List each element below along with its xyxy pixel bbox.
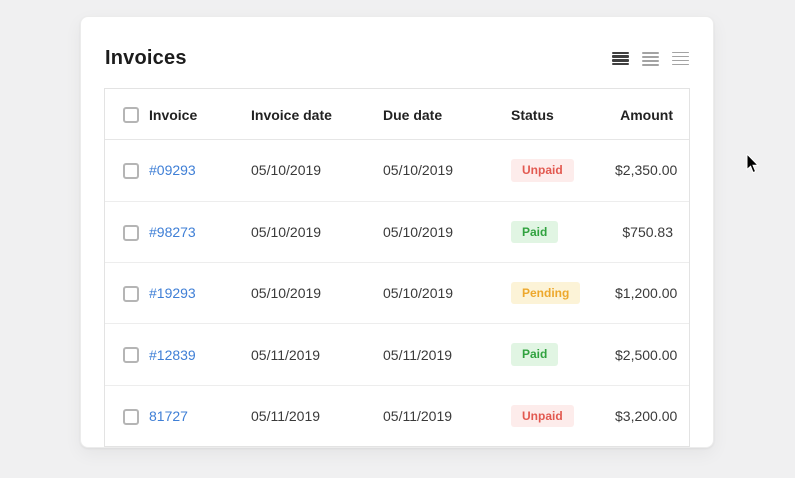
- status-badge: Unpaid: [511, 159, 574, 182]
- density-relaxed-button[interactable]: [672, 51, 689, 66]
- due-date-cell: 05/11/2019: [383, 323, 511, 386]
- invoice-link[interactable]: #09293: [149, 162, 196, 179]
- status-badge: Pending: [511, 282, 581, 305]
- invoice-date-cell: 05/10/2019: [251, 201, 383, 264]
- invoice-date-cell: 05/11/2019: [251, 408, 321, 425]
- invoices-card: Invoices: [80, 16, 714, 448]
- density-bar-icon: [642, 51, 659, 54]
- invoices-table: Invoice Invoice date Due date Status Amo…: [104, 88, 690, 448]
- table-row: #12839 05/11/2019 05/11/2019 Paid $2,500…: [105, 323, 689, 386]
- table-row: #19293 05/10/2019 05/10/2019 Pending $1,…: [105, 262, 689, 325]
- due-date-cell: 05/11/2019: [383, 408, 453, 425]
- density-bar-icon: [642, 63, 659, 66]
- status-badge: Unpaid: [511, 404, 574, 428]
- row-checkbox[interactable]: [123, 285, 139, 302]
- amount-cell: $2,350.00: [615, 139, 689, 202]
- amount-cell: $1,200.00: [615, 262, 689, 325]
- column-header-invoice-date: Invoice date: [251, 89, 383, 141]
- amount-cell: $750.83: [615, 201, 689, 264]
- table-row: #98273 05/10/2019 05/10/2019 Paid $750.8…: [105, 201, 689, 264]
- invoice-date-cell: 05/11/2019: [251, 323, 383, 386]
- page-title: Invoices: [105, 47, 187, 69]
- density-medium-button[interactable]: [642, 51, 659, 66]
- density-bar-icon: [612, 55, 629, 58]
- density-compact-button[interactable]: [612, 51, 629, 66]
- invoice-link[interactable]: 81727: [149, 408, 188, 425]
- density-bar-icon: [642, 59, 659, 62]
- density-bar-icon: [672, 51, 689, 54]
- row-checkbox[interactable]: [123, 224, 139, 241]
- table-header-row: Invoice Invoice date Due date Status Amo…: [105, 89, 689, 141]
- table-row: #09293 05/10/2019 05/10/2019 Unpaid $2,3…: [105, 139, 689, 202]
- density-bar-icon: [672, 55, 689, 58]
- amount-cell: $3,200.00: [615, 408, 678, 425]
- column-header-amount: Amount: [615, 89, 689, 141]
- invoice-date-cell: 05/10/2019: [251, 139, 383, 202]
- density-bar-icon: [672, 59, 689, 62]
- mouse-cursor-icon: [746, 154, 760, 174]
- select-all-checkbox[interactable]: [123, 107, 139, 124]
- column-header-status: Status: [511, 89, 615, 141]
- density-bar-icon: [612, 62, 629, 66]
- row-checkbox[interactable]: [123, 163, 139, 180]
- density-bar-icon: [612, 59, 629, 62]
- card-header: Invoices: [81, 17, 713, 88]
- density-toggle-group: [612, 51, 689, 66]
- invoice-link[interactable]: #12839: [149, 346, 196, 363]
- due-date-cell: 05/10/2019: [383, 262, 511, 325]
- density-bar-icon: [612, 51, 629, 55]
- table-row: 81727 05/11/2019 05/11/2019 Unpaid $3,20…: [105, 385, 689, 446]
- status-badge: Paid: [511, 343, 559, 366]
- due-date-cell: 05/10/2019: [383, 139, 511, 202]
- density-bar-icon: [642, 55, 659, 58]
- row-checkbox[interactable]: [123, 347, 139, 364]
- amount-cell: $2,500.00: [615, 323, 689, 386]
- status-badge: Paid: [511, 220, 559, 244]
- invoice-link[interactable]: #98273: [149, 223, 196, 240]
- column-header-invoice: Invoice: [149, 89, 251, 141]
- column-header-due-date: Due date: [383, 89, 511, 141]
- invoice-date-cell: 05/10/2019: [251, 262, 383, 325]
- invoice-link[interactable]: #19293: [149, 285, 196, 302]
- due-date-cell: 05/10/2019: [383, 201, 511, 264]
- density-bar-icon: [672, 63, 689, 66]
- row-checkbox[interactable]: [123, 408, 139, 425]
